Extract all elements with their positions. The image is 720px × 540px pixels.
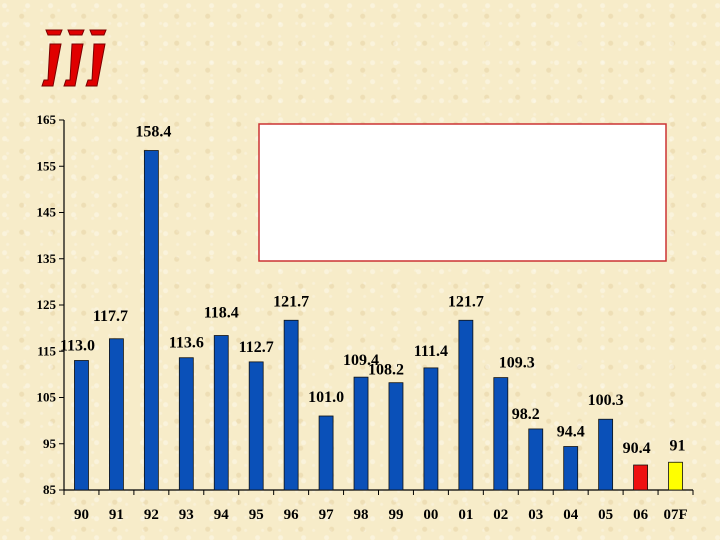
- data-label: 108.2: [368, 362, 404, 379]
- x-tick-label: 05: [598, 507, 613, 523]
- data-label: 109.4: [343, 352, 379, 369]
- x-tick-label: 90: [74, 507, 89, 523]
- y-tick-label: 125: [37, 297, 57, 312]
- x-tick-label: 07F: [663, 507, 687, 523]
- bar-96: [283, 319, 299, 491]
- data-label: 101.0: [308, 389, 344, 406]
- y-tick-label: 135: [37, 251, 57, 266]
- y-tick-label: 85: [43, 482, 57, 497]
- data-label: 158.4: [135, 124, 171, 141]
- data-label: 98.2: [512, 406, 540, 423]
- bar-91: [109, 338, 124, 491]
- y-tick-label: 95: [43, 436, 57, 451]
- bar-93: [178, 357, 194, 491]
- x-tick-label: 00: [423, 507, 438, 523]
- x-tick-label: 96: [284, 507, 300, 523]
- data-label: 117.7: [93, 308, 128, 325]
- bar-00: [423, 367, 439, 491]
- x-tick-label: 97: [319, 507, 335, 523]
- data-label: 100.3: [588, 392, 624, 409]
- x-tick-label: 04: [563, 507, 579, 523]
- y-tick-label: 165: [37, 112, 57, 127]
- bar-92: [143, 150, 159, 491]
- data-label: 91: [670, 437, 686, 454]
- x-tick-label: 02: [493, 507, 508, 523]
- y-tick-label: 105: [37, 390, 57, 405]
- bar-03: [528, 428, 544, 491]
- bar-07F: [668, 461, 683, 491]
- bar-97: [318, 415, 334, 491]
- data-label: 109.3: [499, 355, 535, 372]
- data-label: 121.7: [448, 293, 484, 310]
- x-tick-label: 95: [249, 507, 264, 523]
- x-tick-label: 94: [214, 507, 230, 523]
- data-label: 112.7: [239, 339, 274, 356]
- iii-logo-icon: [41, 29, 107, 87]
- x-tick-label: 99: [388, 507, 403, 523]
- x-tick-label: 98: [354, 507, 369, 523]
- bar-02: [493, 377, 509, 491]
- x-tick-label: 03: [528, 507, 543, 523]
- bar-01: [458, 319, 474, 491]
- data-label: 118.4: [204, 305, 239, 322]
- data-label: 121.7: [273, 293, 309, 310]
- annotation-box: [258, 123, 667, 262]
- y-tick-label: 115: [37, 343, 56, 358]
- data-label: 94.4: [557, 424, 585, 441]
- x-tick-label: 06: [633, 507, 649, 523]
- data-label: 113.0: [60, 338, 95, 355]
- y-tick-label: 155: [37, 158, 57, 173]
- bar-04: [563, 446, 579, 491]
- x-tick-label: 01: [458, 507, 473, 523]
- data-label: 90.4: [623, 440, 651, 457]
- data-label: 113.6: [169, 335, 204, 352]
- bar-90: [74, 360, 89, 491]
- bar-98: [353, 376, 369, 491]
- bar-94: [213, 335, 229, 491]
- bar-99: [388, 382, 404, 491]
- bar-95: [248, 361, 264, 491]
- x-tick-label: 92: [144, 507, 159, 523]
- y-tick-label: 145: [37, 205, 57, 220]
- x-tick-label: 93: [179, 507, 194, 523]
- x-tick-label: 91: [109, 507, 124, 523]
- data-label: 111.4: [414, 343, 448, 360]
- bar-05: [598, 418, 614, 491]
- bar-06: [633, 464, 648, 491]
